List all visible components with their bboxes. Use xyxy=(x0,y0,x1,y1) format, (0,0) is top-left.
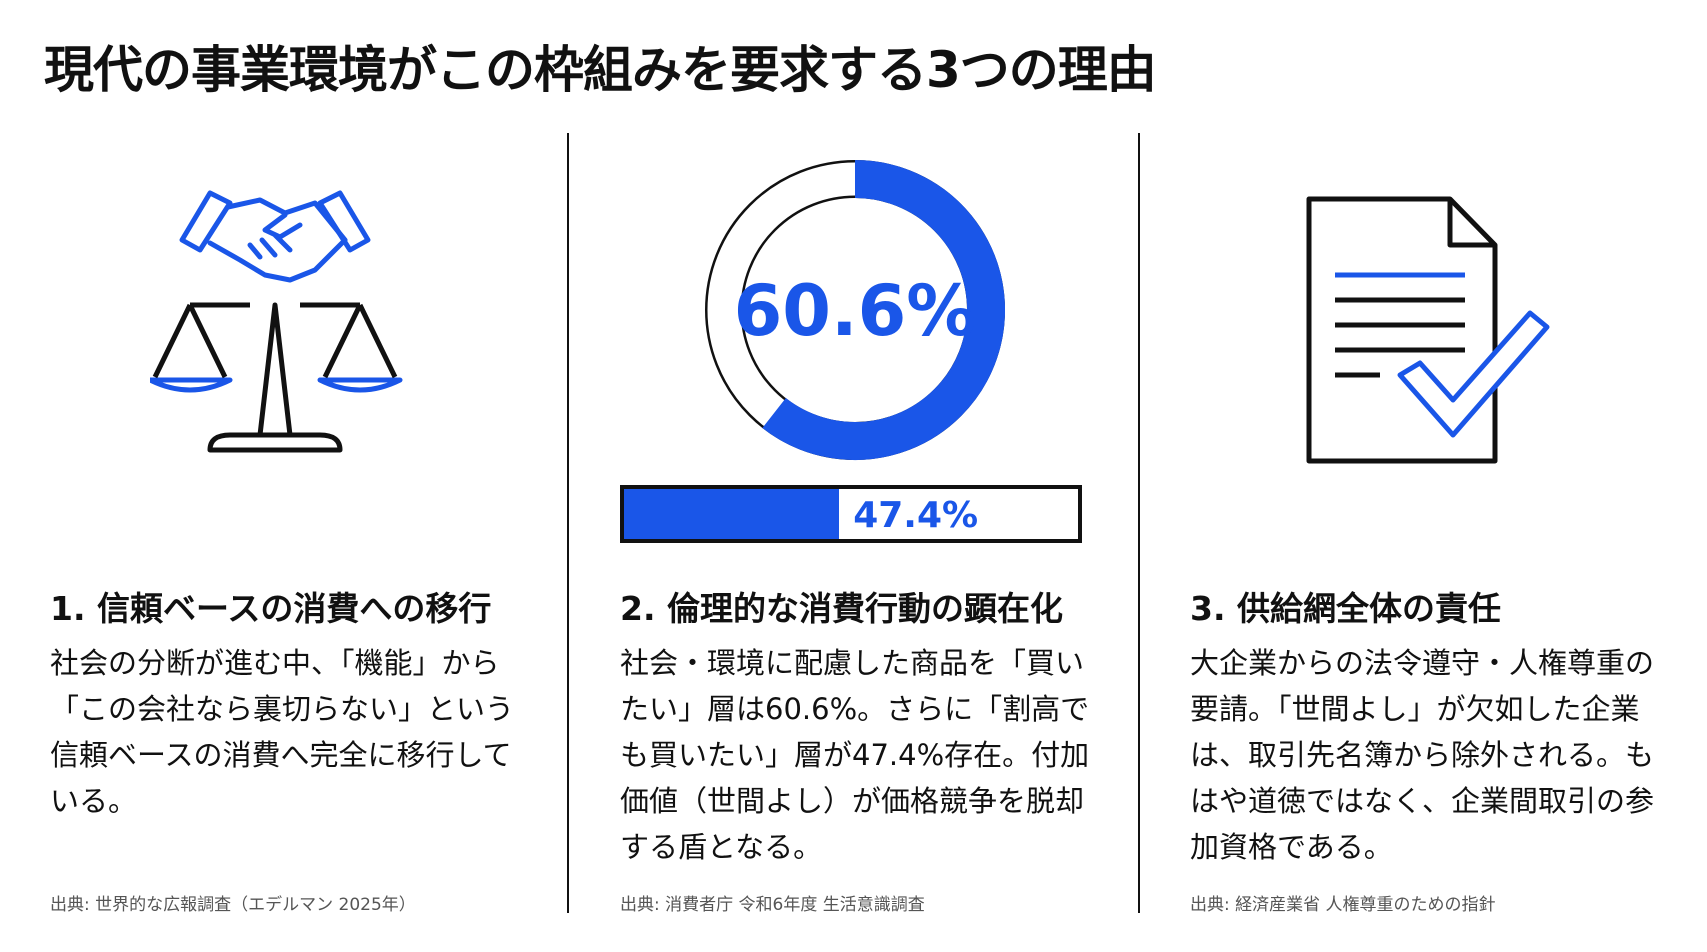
source-citation: 出典: 世界的な広報調査（エデルマン 2025年） xyxy=(50,895,416,915)
document-check-icon xyxy=(1306,196,1550,464)
reason-column-2: 60.6% 47.4% 2. 倫理的な消費行動の顕在化 社会・環境に配慮した商品… xyxy=(620,0,1120,952)
reason-heading: 1. 信頼ベースの消費への移行 xyxy=(50,589,492,628)
donut-chart: 60.6% xyxy=(705,160,1005,460)
reason-heading: 2. 倫理的な消費行動の顕在化 xyxy=(620,589,1063,628)
reason-body: 社会・環境に配慮した商品を「買いたい」層は60.6%。さらに「割高でも買いたい」… xyxy=(620,646,1090,864)
column-divider xyxy=(1138,133,1140,913)
handshake-scales-icon xyxy=(150,190,403,453)
reason-heading: 3. 供給網全体の責任 xyxy=(1190,589,1501,628)
reason-body: 大企業からの法令遵守・人権尊重の要請。「世間よし」が欠如した企業は、取引先名簿か… xyxy=(1190,646,1655,864)
progress-bar: 47.4% xyxy=(620,485,1082,543)
column-divider xyxy=(567,133,569,913)
source-citation: 出典: 経済産業省 人権尊重のための指針 xyxy=(1190,895,1496,915)
reason-column-1: 1. 信頼ベースの消費への移行 社会の分断が進む中、「機能」から「この会社なら裏… xyxy=(50,0,550,952)
donut-arc-value xyxy=(762,160,1005,460)
reason-column-3: 3. 供給網全体の責任 大企業からの法令遵守・人権尊重の要請。「世間よし」が欠如… xyxy=(1190,0,1690,952)
donut-label: 60.6% xyxy=(734,270,977,352)
source-citation: 出典: 消費者庁 令和6年度 生活意識調査 xyxy=(620,895,925,915)
progress-bar-fill xyxy=(624,489,840,539)
reason-body: 社会の分断が進む中、「機能」から「この会社なら裏切らない」という信頼ベースの消費… xyxy=(50,646,515,818)
page-title: 現代の事業環境がこの枠組みを要求する3つの理由 xyxy=(44,41,1157,99)
progress-bar-label: 47.4% xyxy=(853,495,979,536)
